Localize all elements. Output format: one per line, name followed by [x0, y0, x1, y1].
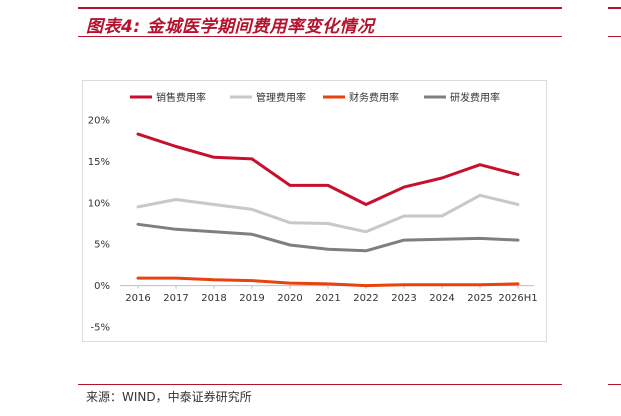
y-tick-label: 5%	[94, 240, 110, 251]
x-tick-label: 2017	[163, 293, 188, 304]
top-rule-right	[608, 7, 621, 9]
y-tick-label: -5%	[91, 323, 110, 334]
x-tick-label: 2018	[201, 293, 226, 304]
y-tick-label: 15%	[88, 157, 110, 168]
legend-label-3: 财务费用率	[349, 91, 399, 104]
x-tick-label: 2016	[125, 293, 150, 304]
source-note: 来源：WIND，中泰证券研究所	[86, 390, 252, 404]
source-rule	[78, 384, 562, 385]
chart-frame	[82, 80, 547, 342]
figure-title: 图表4: 金城医学期间费用率变化情况	[86, 17, 375, 37]
source-rule-right	[608, 384, 621, 385]
series-line-4	[136, 222, 520, 253]
x-tick-label: 2026H1	[498, 293, 537, 304]
y-tick-label: 20%	[88, 116, 110, 127]
top-rule	[78, 7, 562, 9]
y-tick-label: 10%	[88, 198, 110, 209]
x-tick-label: 2020	[277, 293, 302, 304]
x-tick-label: 2021	[315, 293, 340, 304]
x-tick-label: 2019	[239, 293, 264, 304]
legend-label-4: 研发费用率	[450, 91, 500, 104]
legend-label-1: 销售费用率	[156, 91, 206, 104]
title-rule-right	[608, 36, 621, 37]
series-line-3	[136, 276, 520, 288]
x-tick-label: 2025	[467, 293, 492, 304]
legend-label-2: 管理费用率	[256, 91, 306, 104]
y-tick-label: 0%	[94, 281, 110, 292]
x-tick-label: 2023	[391, 293, 416, 304]
series-line-2	[136, 193, 520, 234]
series-line-1	[136, 132, 520, 206]
title-rule	[78, 36, 562, 37]
x-tick-label: 2024	[429, 293, 454, 304]
x-tick-label: 2022	[353, 293, 378, 304]
